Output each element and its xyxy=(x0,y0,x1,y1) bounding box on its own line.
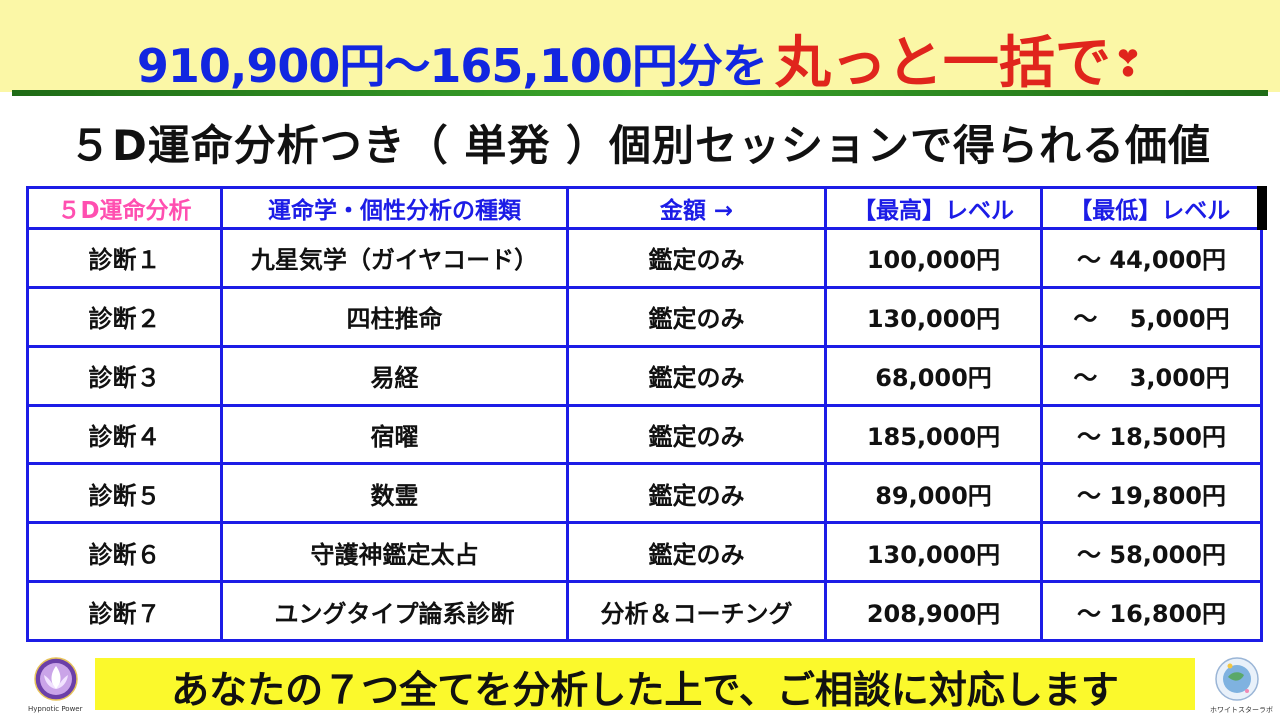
diagnosis-name: 診断３ xyxy=(26,344,223,407)
right-logo-caption: ホワイトスターラボ xyxy=(1210,706,1273,714)
price-min: 〜 16,800円 xyxy=(1040,580,1263,642)
price-min: 〜 19,800円 xyxy=(1040,462,1263,525)
diagnosis-type: 鑑定のみ xyxy=(566,227,827,289)
price-max: 68,000円 xyxy=(824,344,1043,407)
diagnosis-name: 診断５ xyxy=(26,462,223,525)
header-min-level: 【最低】レベル xyxy=(1040,186,1267,230)
header-5d-analysis: ５D運命分析 xyxy=(26,186,223,230)
diagnosis-method: 九星気学（ガイヤコード） xyxy=(220,227,569,289)
hypnotic-power-logo: Hypnotic Power xyxy=(28,655,84,715)
banner-underline xyxy=(12,90,1268,96)
diagnosis-method: 易経 xyxy=(220,344,569,407)
diagnosis-type: 鑑定のみ xyxy=(566,403,827,466)
header-amount: 金額 → xyxy=(566,186,827,230)
price-max: 185,000円 xyxy=(824,403,1043,466)
diagnosis-name: 診断１ xyxy=(26,227,223,289)
diagnosis-type: 鑑定のみ xyxy=(566,344,827,407)
diagnosis-method: ユングタイプ論系診断 xyxy=(220,580,569,642)
diagnosis-method: 四柱推命 xyxy=(220,285,569,348)
diagnosis-type: 分析＆コーチング xyxy=(566,580,827,642)
price-max: 208,900円 xyxy=(824,580,1043,642)
banner-all-in-one: 丸っと一括で xyxy=(774,31,1111,96)
table-row: 診断４ 宿曜 鑑定のみ 185,000円 〜 18,500円 xyxy=(26,403,1263,466)
header-max-level: 【最高】レベル xyxy=(824,186,1043,230)
table-row: 診断６ 守護神鑑定太占 鑑定のみ 130,000円 〜 58,000円 xyxy=(26,521,1263,584)
price-max: 130,000円 xyxy=(824,285,1043,348)
page-subtitle: ５D運命分析つき（ 単発 ）個別セッションで得られる価値 xyxy=(68,121,1212,170)
table-row: 診断５ 数霊 鑑定のみ 89,000円 〜 19,800円 xyxy=(26,462,1263,525)
bottom-highlight xyxy=(95,658,1195,710)
table-row: 診断１ 九星気学（ガイヤコード） 鑑定のみ 100,000円 〜 44,000円 xyxy=(26,227,1263,289)
white-star-lab-logo: ホワイトスターラボ xyxy=(1208,655,1273,715)
table-row: 診断７ ユングタイプ論系診断 分析＆コーチング 208,900円 〜 16,80… xyxy=(26,580,1263,642)
diagnosis-method: 数霊 xyxy=(220,462,569,525)
diagnosis-name: 診断７ xyxy=(26,580,223,642)
diagnosis-method: 守護神鑑定太占 xyxy=(220,521,569,584)
diagnosis-type: 鑑定のみ xyxy=(566,521,827,584)
diagnosis-method: 宿曜 xyxy=(220,403,569,466)
price-min: 〜 44,000円 xyxy=(1040,227,1263,289)
top-banner xyxy=(0,0,1280,92)
bottom-message: あなたの７つ全てを分析した上で、ご相談に対応します xyxy=(171,668,1119,712)
left-logo-caption: Hypnotic Power xyxy=(28,705,83,713)
heart-icon: ❣ xyxy=(1112,44,1144,85)
table-header-row: ５D運命分析 運命学・個性分析の種類 金額 → 【最高】レベル 【最低】レベル xyxy=(26,186,1267,230)
header-method-type: 運命学・個性分析の種類 xyxy=(220,186,569,230)
diagnosis-name: 診断２ xyxy=(26,285,223,348)
value-table: ５D運命分析 運命学・個性分析の種類 金額 → 【最高】レベル 【最低】レベル … xyxy=(26,186,1267,642)
price-min: 〜 5,000円 xyxy=(1040,285,1263,348)
price-max: 100,000円 xyxy=(824,227,1043,289)
lotus-icon xyxy=(34,657,78,701)
globe-icon xyxy=(1215,657,1259,701)
banner-headline: 910,900円〜165,100円分を 丸っと一括で❣ xyxy=(0,18,1280,99)
price-min: 〜 18,500円 xyxy=(1040,403,1263,466)
table-row: 診断２ 四柱推命 鑑定のみ 130,000円 〜 5,000円 xyxy=(26,285,1263,348)
price-max: 89,000円 xyxy=(824,462,1043,525)
diagnosis-type: 鑑定のみ xyxy=(566,462,827,525)
diagnosis-name: 診断６ xyxy=(26,521,223,584)
diagnosis-name: 診断４ xyxy=(26,403,223,466)
price-min: 〜 58,000円 xyxy=(1040,521,1263,584)
price-min: 〜 3,000円 xyxy=(1040,344,1263,407)
diagnosis-type: 鑑定のみ xyxy=(566,285,827,348)
table-row: 診断３ 易経 鑑定のみ 68,000円 〜 3,000円 xyxy=(26,344,1263,407)
price-max: 130,000円 xyxy=(824,521,1043,584)
banner-price-range: 910,900円〜165,100円分を xyxy=(136,39,768,93)
